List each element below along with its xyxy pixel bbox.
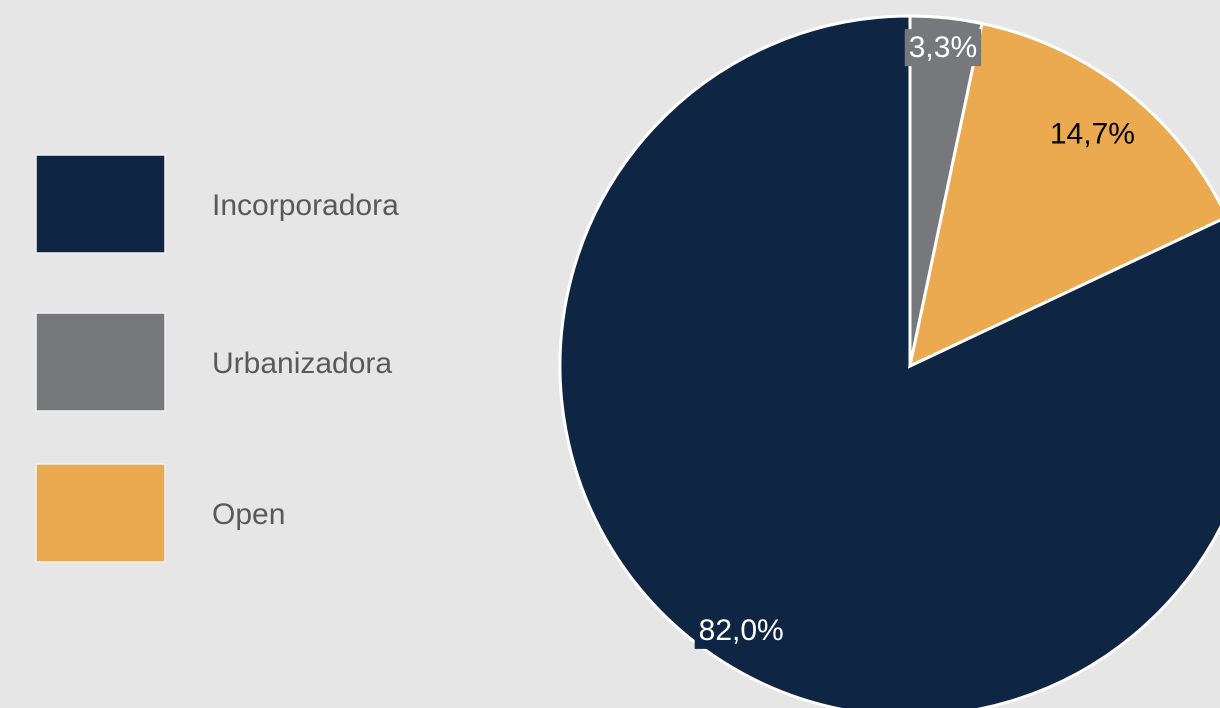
legend-swatch	[35, 463, 166, 563]
label-box	[904, 29, 982, 67]
label-box	[694, 611, 788, 649]
legend-label: Open	[212, 498, 285, 531]
data-label: 3,3%	[909, 31, 977, 64]
legend-swatch	[35, 154, 166, 254]
pie-slice	[907, 21, 1220, 369]
data-label: 82,0%	[699, 614, 784, 647]
label-box	[1045, 115, 1139, 153]
legend-label: Urbanizadora	[212, 347, 392, 380]
legend-swatch	[35, 312, 166, 412]
pie-slice	[558, 14, 1220, 708]
legend-label: Incorporadora	[212, 189, 399, 222]
data-label: 14,7%	[1050, 117, 1135, 150]
